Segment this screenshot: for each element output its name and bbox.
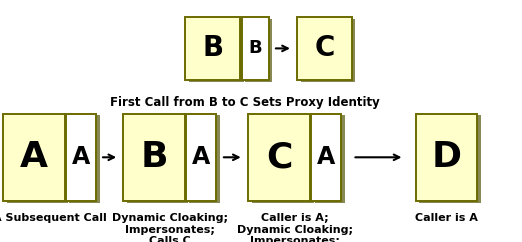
Text: Caller is A: Caller is A [415, 213, 478, 223]
Bar [185, 17, 240, 80]
Polygon shape [245, 19, 272, 82]
Bar [3, 114, 65, 201]
Polygon shape [419, 115, 481, 203]
Polygon shape [69, 115, 100, 203]
Text: First Call from B to C Sets Proxy Identity: First Call from B to C Sets Proxy Identi… [111, 96, 380, 109]
Text: B: B [140, 140, 168, 174]
Polygon shape [315, 115, 345, 203]
Text: C: C [266, 140, 292, 174]
Bar [123, 114, 185, 201]
Text: A: A [72, 145, 90, 169]
Polygon shape [189, 19, 244, 82]
Polygon shape [252, 115, 314, 203]
Polygon shape [7, 115, 68, 203]
Bar [416, 114, 477, 201]
Text: A: A [192, 145, 210, 169]
Polygon shape [189, 115, 220, 203]
Text: A: A [317, 145, 335, 169]
Bar [311, 114, 341, 201]
Polygon shape [127, 115, 188, 203]
Text: B: B [202, 34, 223, 62]
Bar [248, 114, 310, 201]
Text: A Subsequent Call: A Subsequent Call [0, 213, 106, 223]
Polygon shape [301, 19, 355, 82]
Bar [297, 17, 352, 80]
Bar [66, 114, 96, 201]
Text: Caller is A;
Dynamic Cloaking;
Impersonates;
Calls D: Caller is A; Dynamic Cloaking; Impersona… [237, 213, 353, 242]
Text: C: C [314, 34, 335, 62]
Text: Dynamic Cloaking;
Impersonates;
Calls C: Dynamic Cloaking; Impersonates; Calls C [112, 213, 228, 242]
Bar [186, 114, 216, 201]
Text: A: A [20, 140, 48, 174]
Text: D: D [431, 140, 461, 174]
Bar [242, 17, 269, 80]
Text: B: B [248, 39, 262, 57]
